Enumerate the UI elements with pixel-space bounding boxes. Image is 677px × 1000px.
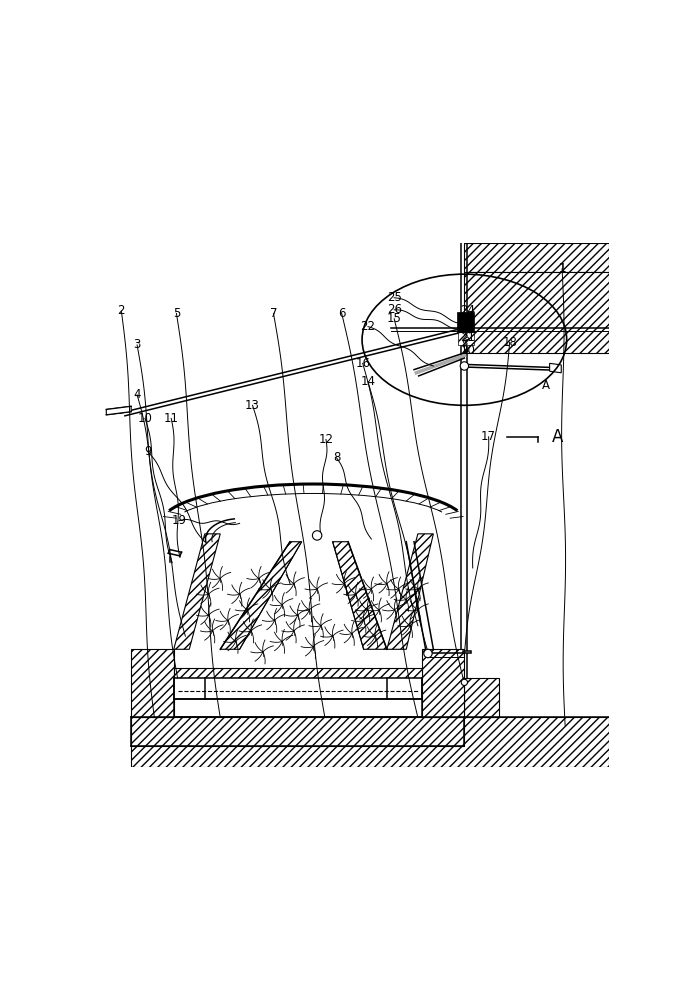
Bar — [464, 678, 499, 717]
Text: 17: 17 — [481, 430, 496, 443]
Text: 2: 2 — [118, 304, 125, 317]
Text: 8: 8 — [333, 451, 340, 464]
Text: 25: 25 — [387, 291, 401, 304]
Text: 3: 3 — [133, 338, 141, 351]
Text: 5: 5 — [173, 307, 180, 320]
Text: 14: 14 — [360, 375, 376, 388]
Text: A: A — [552, 428, 563, 446]
Text: 20: 20 — [460, 344, 475, 357]
Text: 12: 12 — [318, 433, 334, 446]
Polygon shape — [220, 542, 302, 649]
Polygon shape — [332, 542, 387, 649]
Text: 9: 9 — [144, 445, 152, 458]
Bar — [456, 312, 474, 332]
Text: 15: 15 — [387, 312, 401, 325]
Bar — [464, 243, 609, 272]
Bar — [174, 678, 422, 699]
Polygon shape — [106, 406, 131, 415]
Bar — [458, 332, 474, 345]
Text: 1: 1 — [559, 262, 566, 275]
Bar — [422, 649, 464, 717]
Circle shape — [312, 531, 322, 540]
Bar — [131, 717, 464, 746]
Text: 24: 24 — [460, 304, 475, 317]
Polygon shape — [174, 534, 220, 649]
Bar — [463, 651, 471, 653]
Polygon shape — [387, 534, 433, 649]
Polygon shape — [550, 363, 561, 373]
Text: 13: 13 — [245, 399, 260, 412]
Text: 11: 11 — [164, 412, 179, 425]
Circle shape — [461, 679, 468, 685]
Text: 6: 6 — [338, 307, 345, 320]
Text: 10: 10 — [137, 412, 152, 425]
Bar — [131, 649, 174, 717]
Text: 26: 26 — [387, 303, 401, 316]
Text: 22: 22 — [360, 320, 376, 333]
Circle shape — [424, 649, 432, 658]
Text: 16: 16 — [355, 357, 370, 370]
Text: 1: 1 — [559, 262, 566, 275]
Bar — [464, 272, 609, 353]
Text: 23: 23 — [460, 317, 475, 330]
Bar — [131, 717, 609, 767]
Bar — [174, 668, 422, 678]
Text: A: A — [542, 379, 550, 392]
Circle shape — [460, 362, 468, 370]
Text: 19: 19 — [171, 514, 187, 527]
Text: 7: 7 — [269, 307, 278, 320]
Text: 18: 18 — [502, 336, 517, 349]
Text: 21: 21 — [460, 331, 475, 344]
Text: 4: 4 — [133, 388, 141, 401]
